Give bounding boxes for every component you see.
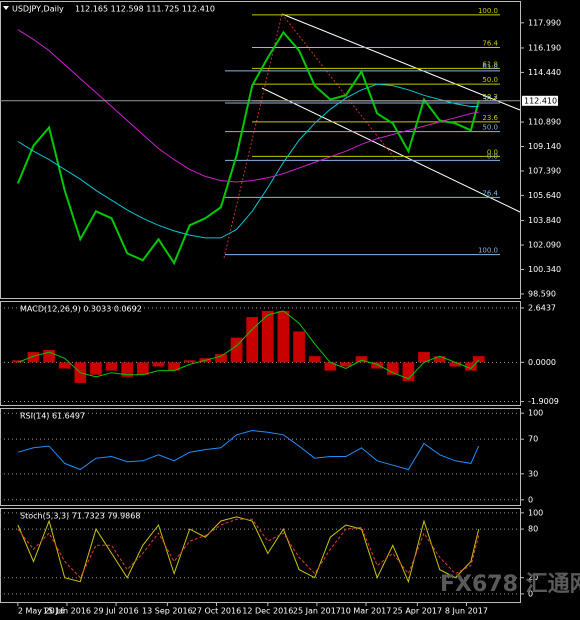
y-tick-label: 98.590 [528, 289, 556, 298]
histogram-bar [11, 360, 24, 363]
y-tick-label: 20 [528, 573, 538, 582]
y-tick-label: 107.390 [528, 166, 561, 175]
fib-label: 50.0 [482, 76, 498, 84]
x-tick-label: 8 Jun 2017 [445, 607, 488, 616]
y-tick-label: 103.840 [528, 216, 561, 225]
histogram-bar [136, 362, 149, 375]
fib-label: 61.8 [482, 63, 498, 71]
y-tick-label: 110.890 [528, 118, 561, 127]
y-tick-label: 0 [528, 495, 533, 504]
y-tick-label: 100 [528, 508, 543, 517]
last-price-label: 112.410 [524, 96, 557, 105]
fib-base-line [281, 13, 397, 161]
histogram-bar [90, 362, 102, 375]
fib-label: 100.0 [478, 247, 498, 255]
histogram-bar [371, 362, 384, 369]
histogram-bar [324, 362, 337, 371]
x-tick-label: 15 Jun 2016 [43, 607, 91, 616]
x-tick-label: 12 Dec 2016 [242, 607, 293, 616]
x-tick-label: 13 Sep 2016 [142, 607, 193, 616]
histogram-bar [472, 356, 485, 363]
histogram-bar [261, 310, 274, 363]
histogram-bar [355, 356, 368, 363]
fib-base-line [223, 13, 283, 259]
histogram-bar [168, 362, 180, 371]
histogram-bar [386, 362, 399, 375]
histogram-bar [121, 362, 134, 377]
x-tick-label: 25 Apr 2017 [393, 607, 442, 616]
histogram-bar [402, 362, 415, 381]
trend-line [281, 13, 521, 111]
histogram-bar [449, 362, 462, 367]
histogram-bar [293, 331, 305, 363]
fib-label: 61.8 [482, 60, 498, 68]
fib-label: 23.6 [482, 114, 498, 122]
y-tick-label: 70 [528, 435, 538, 444]
histogram-bar [152, 362, 165, 367]
panel-title: MACD(12,26,9) 0.3033 0.0692 [20, 305, 142, 314]
y-tick-label: 117.990 [528, 18, 561, 27]
histogram-bar [43, 350, 55, 363]
histogram-bar [246, 317, 259, 363]
histogram-bar [58, 362, 71, 369]
histogram-bar [308, 356, 321, 363]
x-tick-label: 10 Mar 2017 [341, 607, 392, 616]
indicator-line [17, 29, 479, 183]
y-tick-label: 30 [528, 469, 538, 478]
trend-line [261, 87, 521, 213]
series-line [17, 516, 480, 584]
symbol-arrow [3, 6, 9, 10]
panel-title: USDJPY,Daily [12, 5, 64, 14]
fib-label: 100.0 [478, 7, 498, 15]
indicator-line [17, 83, 479, 239]
y-tick-label: 114.440 [528, 68, 561, 77]
watermark: FX678 汇通网 [440, 572, 580, 597]
histogram-bar [230, 337, 243, 363]
histogram-bar [465, 362, 477, 371]
histogram-bar [340, 362, 352, 367]
x-tick-label: 27 Oct 2016 [192, 607, 241, 616]
y-tick-label: 109.140 [528, 142, 561, 151]
series-line [16, 30, 480, 266]
y-tick-label: 100 [528, 409, 543, 418]
panel-title: Stoch(5,3,3) 71.7323 79.9868 [20, 512, 140, 521]
fib-label: 76.4 [482, 189, 498, 197]
indicator-line [17, 518, 480, 579]
indicator-line [17, 310, 480, 380]
histogram-bar [27, 352, 40, 363]
histogram-bar [277, 310, 290, 363]
y-tick-label: -1.9009 [528, 397, 559, 406]
panel-title: RSI(14) 61.6497 [20, 412, 85, 421]
fib-label: 38.2 [482, 95, 498, 103]
histogram-bar [183, 360, 196, 363]
y-tick-label: 100.340 [528, 265, 561, 274]
histogram-bar [418, 352, 430, 363]
panel-subtitle: 112.165 112.598 111.725 112.410 [75, 5, 215, 14]
x-tick-label: 29 Jul 2016 [93, 607, 138, 616]
y-tick-label: 105.640 [528, 191, 561, 200]
y-tick-label: 0.0000 [528, 358, 556, 367]
fib-label: 76.4 [482, 40, 498, 48]
y-tick-label: 102.090 [528, 241, 561, 250]
x-tick-label: 2 May 2016 [18, 607, 65, 616]
y-tick-label: 2.6437 [528, 303, 556, 312]
last-price-box [522, 95, 558, 106]
histogram-bar [105, 362, 118, 371]
fib-label: 50.0 [482, 124, 498, 132]
y-tick-label: 116.190 [528, 43, 561, 52]
histogram-bar [433, 356, 446, 363]
series-line [17, 429, 480, 471]
fib-label: 0.0 [487, 152, 498, 160]
fib-label: 38.2 [482, 93, 498, 101]
y-tick-label: 80 [528, 525, 538, 534]
histogram-bar [215, 354, 227, 363]
y-tick-label: 0 [528, 589, 533, 598]
x-tick-label: 25 Jan 2017 [293, 607, 341, 616]
fib-label: 0.0 [487, 148, 498, 156]
